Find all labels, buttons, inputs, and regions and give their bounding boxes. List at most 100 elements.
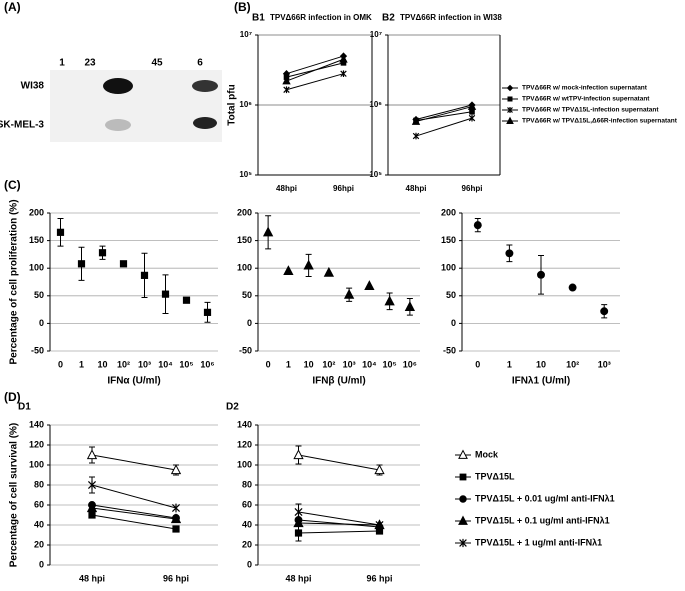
- marker: [412, 132, 420, 140]
- marker: [294, 507, 303, 517]
- panel-label: (D): [4, 390, 21, 404]
- marker: [140, 271, 149, 279]
- subpanel-label: B2: [382, 13, 395, 24]
- marker: [506, 116, 514, 124]
- y-tick-label: 50: [242, 290, 252, 300]
- marker: [323, 266, 335, 277]
- x-tick-label: 10⁴: [158, 359, 172, 369]
- marker: [303, 259, 314, 270]
- y-tick-label: 80: [34, 479, 44, 489]
- marker: [293, 517, 304, 528]
- y-tick-label: 100: [237, 263, 252, 273]
- chart-title: TPVΔ66R infection in WI38: [400, 13, 502, 22]
- marker: [56, 228, 65, 236]
- row-label: WI38: [21, 81, 45, 92]
- x-tick-label: 0: [266, 359, 271, 369]
- marker: [86, 502, 98, 513]
- marker: [171, 503, 181, 513]
- x-tick-label: 10⁶: [200, 359, 214, 369]
- legend-label: TPVΔ66R w/ TPVΔ15L,Δ66R-infection supern…: [522, 118, 678, 125]
- legend-label: TPVΔ66R w/ wtTPV-infection supernatant: [522, 96, 650, 103]
- series-line: [415, 104, 473, 121]
- marker: [339, 54, 348, 63]
- y-tick-label: 60: [242, 499, 252, 509]
- marker: [87, 480, 97, 490]
- marker: [384, 295, 395, 306]
- series-line: [298, 511, 380, 526]
- lane-label: 1: [59, 58, 65, 69]
- marker: [119, 260, 128, 268]
- y-axis-label: Percentage of cell survival (%): [9, 423, 20, 568]
- band: [193, 117, 217, 129]
- x-tick-label: 1: [507, 359, 512, 369]
- marker: [459, 473, 467, 481]
- marker: [170, 513, 182, 524]
- y-tick-label: 0: [247, 559, 252, 569]
- chart: 10⁷ 10⁶ 10⁵ 48hpi 96hpi Total pfu B1 TPVΔ66R in…: [227, 13, 373, 193]
- marker: [340, 70, 347, 78]
- series-line: [298, 454, 380, 471]
- marker: [88, 511, 96, 519]
- y-tick-label: -50: [239, 345, 252, 355]
- y-tick-label: 20: [34, 539, 44, 549]
- marker: [469, 108, 475, 115]
- y-tick-label: 50: [34, 290, 44, 300]
- x-tick-label: 10: [536, 359, 546, 369]
- marker: [364, 280, 375, 290]
- x-tick-label: 10⁵: [383, 359, 397, 369]
- y-tick-label: 0: [39, 318, 44, 328]
- x-tick-label: 48 hpi: [79, 573, 105, 583]
- band: [105, 119, 131, 131]
- x-axis-label: IFNβ (U/ml): [312, 376, 365, 387]
- x-tick-label: 10³: [598, 359, 611, 369]
- chart: 140 120 100 80 60 40 20 0 48 hpi 96 hpi D2: [226, 402, 420, 583]
- subpanel-label: B1: [252, 13, 265, 24]
- marker: [458, 515, 468, 525]
- lane-label: 45: [151, 58, 163, 69]
- series-line: [298, 522, 380, 526]
- y-axis-label: Total pfu: [227, 84, 238, 125]
- marker: [404, 301, 416, 311]
- marker: [468, 114, 476, 122]
- x-tick-label: 96 hpi: [163, 573, 189, 583]
- y-tick-label: 120: [237, 439, 252, 449]
- x-tick-label: 48hpi: [276, 184, 297, 193]
- x-tick-label: 1: [79, 359, 84, 369]
- chart: 10⁷ 10⁶ 10⁵ 48hpi 96hpi B2 TPVΔ66R infection i…: [369, 13, 502, 193]
- series-line: [286, 58, 344, 82]
- x-tick-label: 10³: [343, 359, 356, 369]
- x-tick-label: 10⁶: [403, 359, 417, 369]
- y-tick-label: 100: [441, 263, 456, 273]
- blot-area: [50, 70, 222, 142]
- series-line: [298, 530, 380, 534]
- x-tick-label: 10²: [322, 359, 335, 369]
- y-tick-label: -50: [31, 345, 44, 355]
- marker: [374, 464, 385, 475]
- series-line: [91, 507, 177, 520]
- series-line: [415, 117, 473, 137]
- marker: [283, 86, 290, 94]
- subpanel-label: D1: [18, 402, 31, 413]
- row-label: SK-MEL-3: [0, 120, 44, 131]
- band: [192, 80, 218, 92]
- x-tick-label: 0: [475, 359, 480, 369]
- legend-label: TPVΔ15L + 0.1 ug/ml anti-IFNλ1: [475, 515, 610, 525]
- panel-label: (C): [4, 178, 21, 192]
- marker: [98, 249, 107, 257]
- x-tick-label: 96hpi: [462, 184, 483, 193]
- x-tick-label: 10: [97, 359, 107, 369]
- y-axis-label: Percentage of cell proliferation (%): [9, 199, 20, 364]
- x-tick-label: 96 hpi: [366, 573, 392, 583]
- marker: [375, 520, 384, 530]
- marker: [568, 283, 577, 292]
- y-tick-label: 100: [29, 459, 44, 469]
- marker: [459, 538, 467, 548]
- x-axis-label: IFNλ1 (U/ml): [512, 376, 570, 387]
- marker: [600, 307, 609, 316]
- x-axis-label: IFNα (U/ml): [107, 376, 160, 387]
- legend-label: TPVΔ15L + 0.01 ug/ml anti-IFNλ1: [475, 493, 615, 503]
- subpanel-label: D2: [226, 402, 239, 413]
- legend-label: TPVΔ66R w/ mock-infection supernatant: [522, 85, 648, 92]
- y-tick-label: 200: [237, 207, 252, 217]
